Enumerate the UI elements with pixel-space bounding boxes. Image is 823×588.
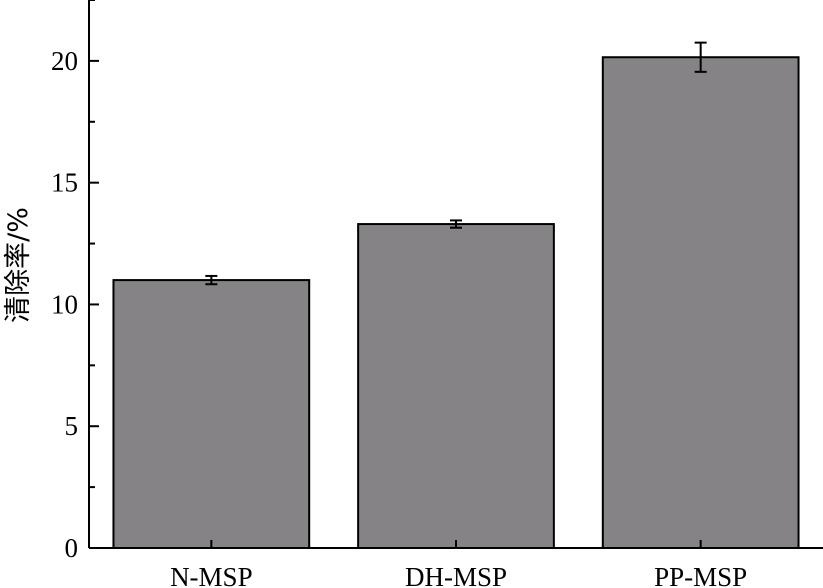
- y-tick-label: 5: [65, 411, 79, 441]
- error-bar-n-msp: [205, 274, 218, 286]
- x-tick-label: N-MSP: [170, 562, 253, 588]
- bar-n-msp: [112, 279, 311, 549]
- y-axis-label: 清除率/%: [3, 207, 34, 323]
- y-axis-ticks: 0 5 10 15 20: [51, 0, 99, 563]
- x-tick-label: DH-MSP: [405, 562, 507, 588]
- y-tick-label: 20: [51, 46, 78, 76]
- error-bar-pp-msp: [694, 41, 707, 73]
- bars-group: [112, 41, 800, 549]
- bar-dh-msp: [357, 223, 555, 549]
- y-tick-label: 15: [51, 168, 78, 198]
- y-tick-label: 0: [65, 533, 79, 563]
- bar-pp-msp: [601, 56, 800, 549]
- error-bar-dh-msp: [450, 219, 462, 229]
- x-tick-label: PP-MSP: [654, 562, 747, 588]
- x-axis-tick-labels: N-MSP DH-MSP PP-MSP: [170, 540, 747, 588]
- y-tick-label: 10: [51, 289, 78, 319]
